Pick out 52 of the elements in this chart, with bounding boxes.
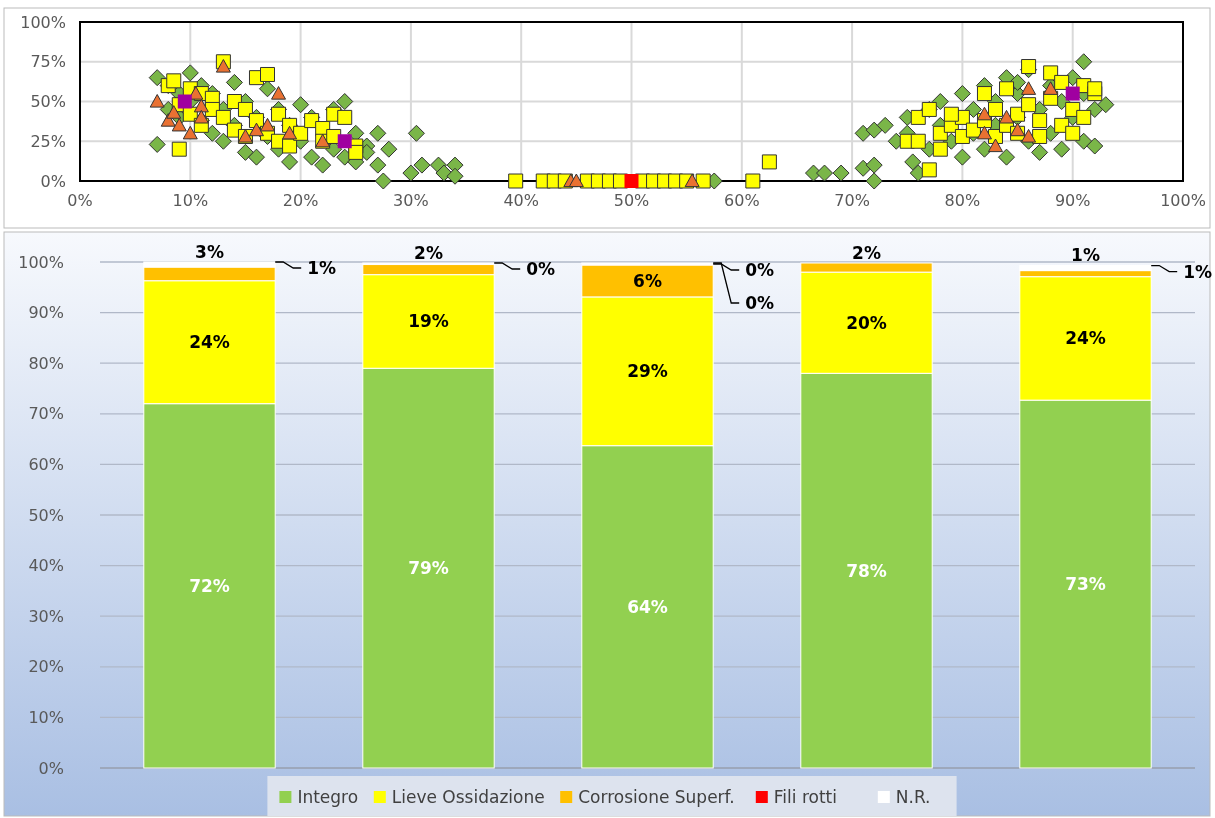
y-tick-label: 0% [38,758,64,778]
x-tick-label: 20% [282,191,319,210]
x-tick-label: 90% [1054,191,1091,210]
y-tick-label: 10% [28,708,64,727]
data-label: 0% [745,293,775,314]
y-tick-label: 100% [20,12,66,32]
data-label: 73% [1065,574,1106,595]
x-tick-label: 50% [613,191,650,210]
legend-label: Corrosione Superf. [578,786,735,807]
data-label: 78% [846,560,887,581]
y-tick-label: 25% [30,131,66,151]
legend-label: Fili rotti [773,786,837,807]
x-tick-label: 70% [834,191,870,210]
data-label: 0% [526,259,556,280]
legend-label: Lieve Ossidazione [391,786,545,807]
data-label: 3% [195,241,224,262]
data-label: 72% [189,575,230,596]
data-label: 1% [307,258,337,278]
data-label: 24% [1065,328,1106,349]
data-label: 64% [627,596,668,617]
x-tick-label: 10% [172,191,209,210]
x-tick-label: 30% [393,191,429,210]
y-tick-label: 60% [28,455,64,474]
y-tick-label: 20% [28,657,64,677]
data-label: 1% [1071,245,1100,266]
series-label: Integro [297,786,359,807]
data-label: 79% [408,558,449,579]
x-tick-label: 100% [1160,191,1206,210]
legend-label: N.R. [895,786,931,807]
y-tick-label: 40% [28,556,64,576]
data-label: 2% [414,242,443,263]
data-label: 24% [189,332,230,353]
y-tick-label: 90% [28,303,64,323]
y-tick-label: 80% [28,353,64,373]
y-tick-label: 30% [28,606,64,626]
y-tick-label: 70% [28,404,64,424]
x-tick-label: 40% [503,191,539,210]
y-tick-label: 50% [30,92,66,112]
data-label: 0% [745,260,775,281]
y-tick-label: 0% [40,171,66,191]
data-label: 20% [846,312,887,333]
data-label: 19% [408,311,449,332]
x-tick-label: 0% [67,191,93,210]
y-tick-label: 50% [28,505,64,525]
x-tick-label: 60% [724,191,760,210]
y-tick-label: 75% [30,52,66,72]
data-label: 29% [627,361,668,382]
y-tick-label: 100% [18,252,64,272]
data-label: 6% [633,270,662,291]
data-label: 2% [852,242,881,263]
data-label: 1% [1183,261,1213,282]
x-tick-label: 80% [944,191,981,210]
